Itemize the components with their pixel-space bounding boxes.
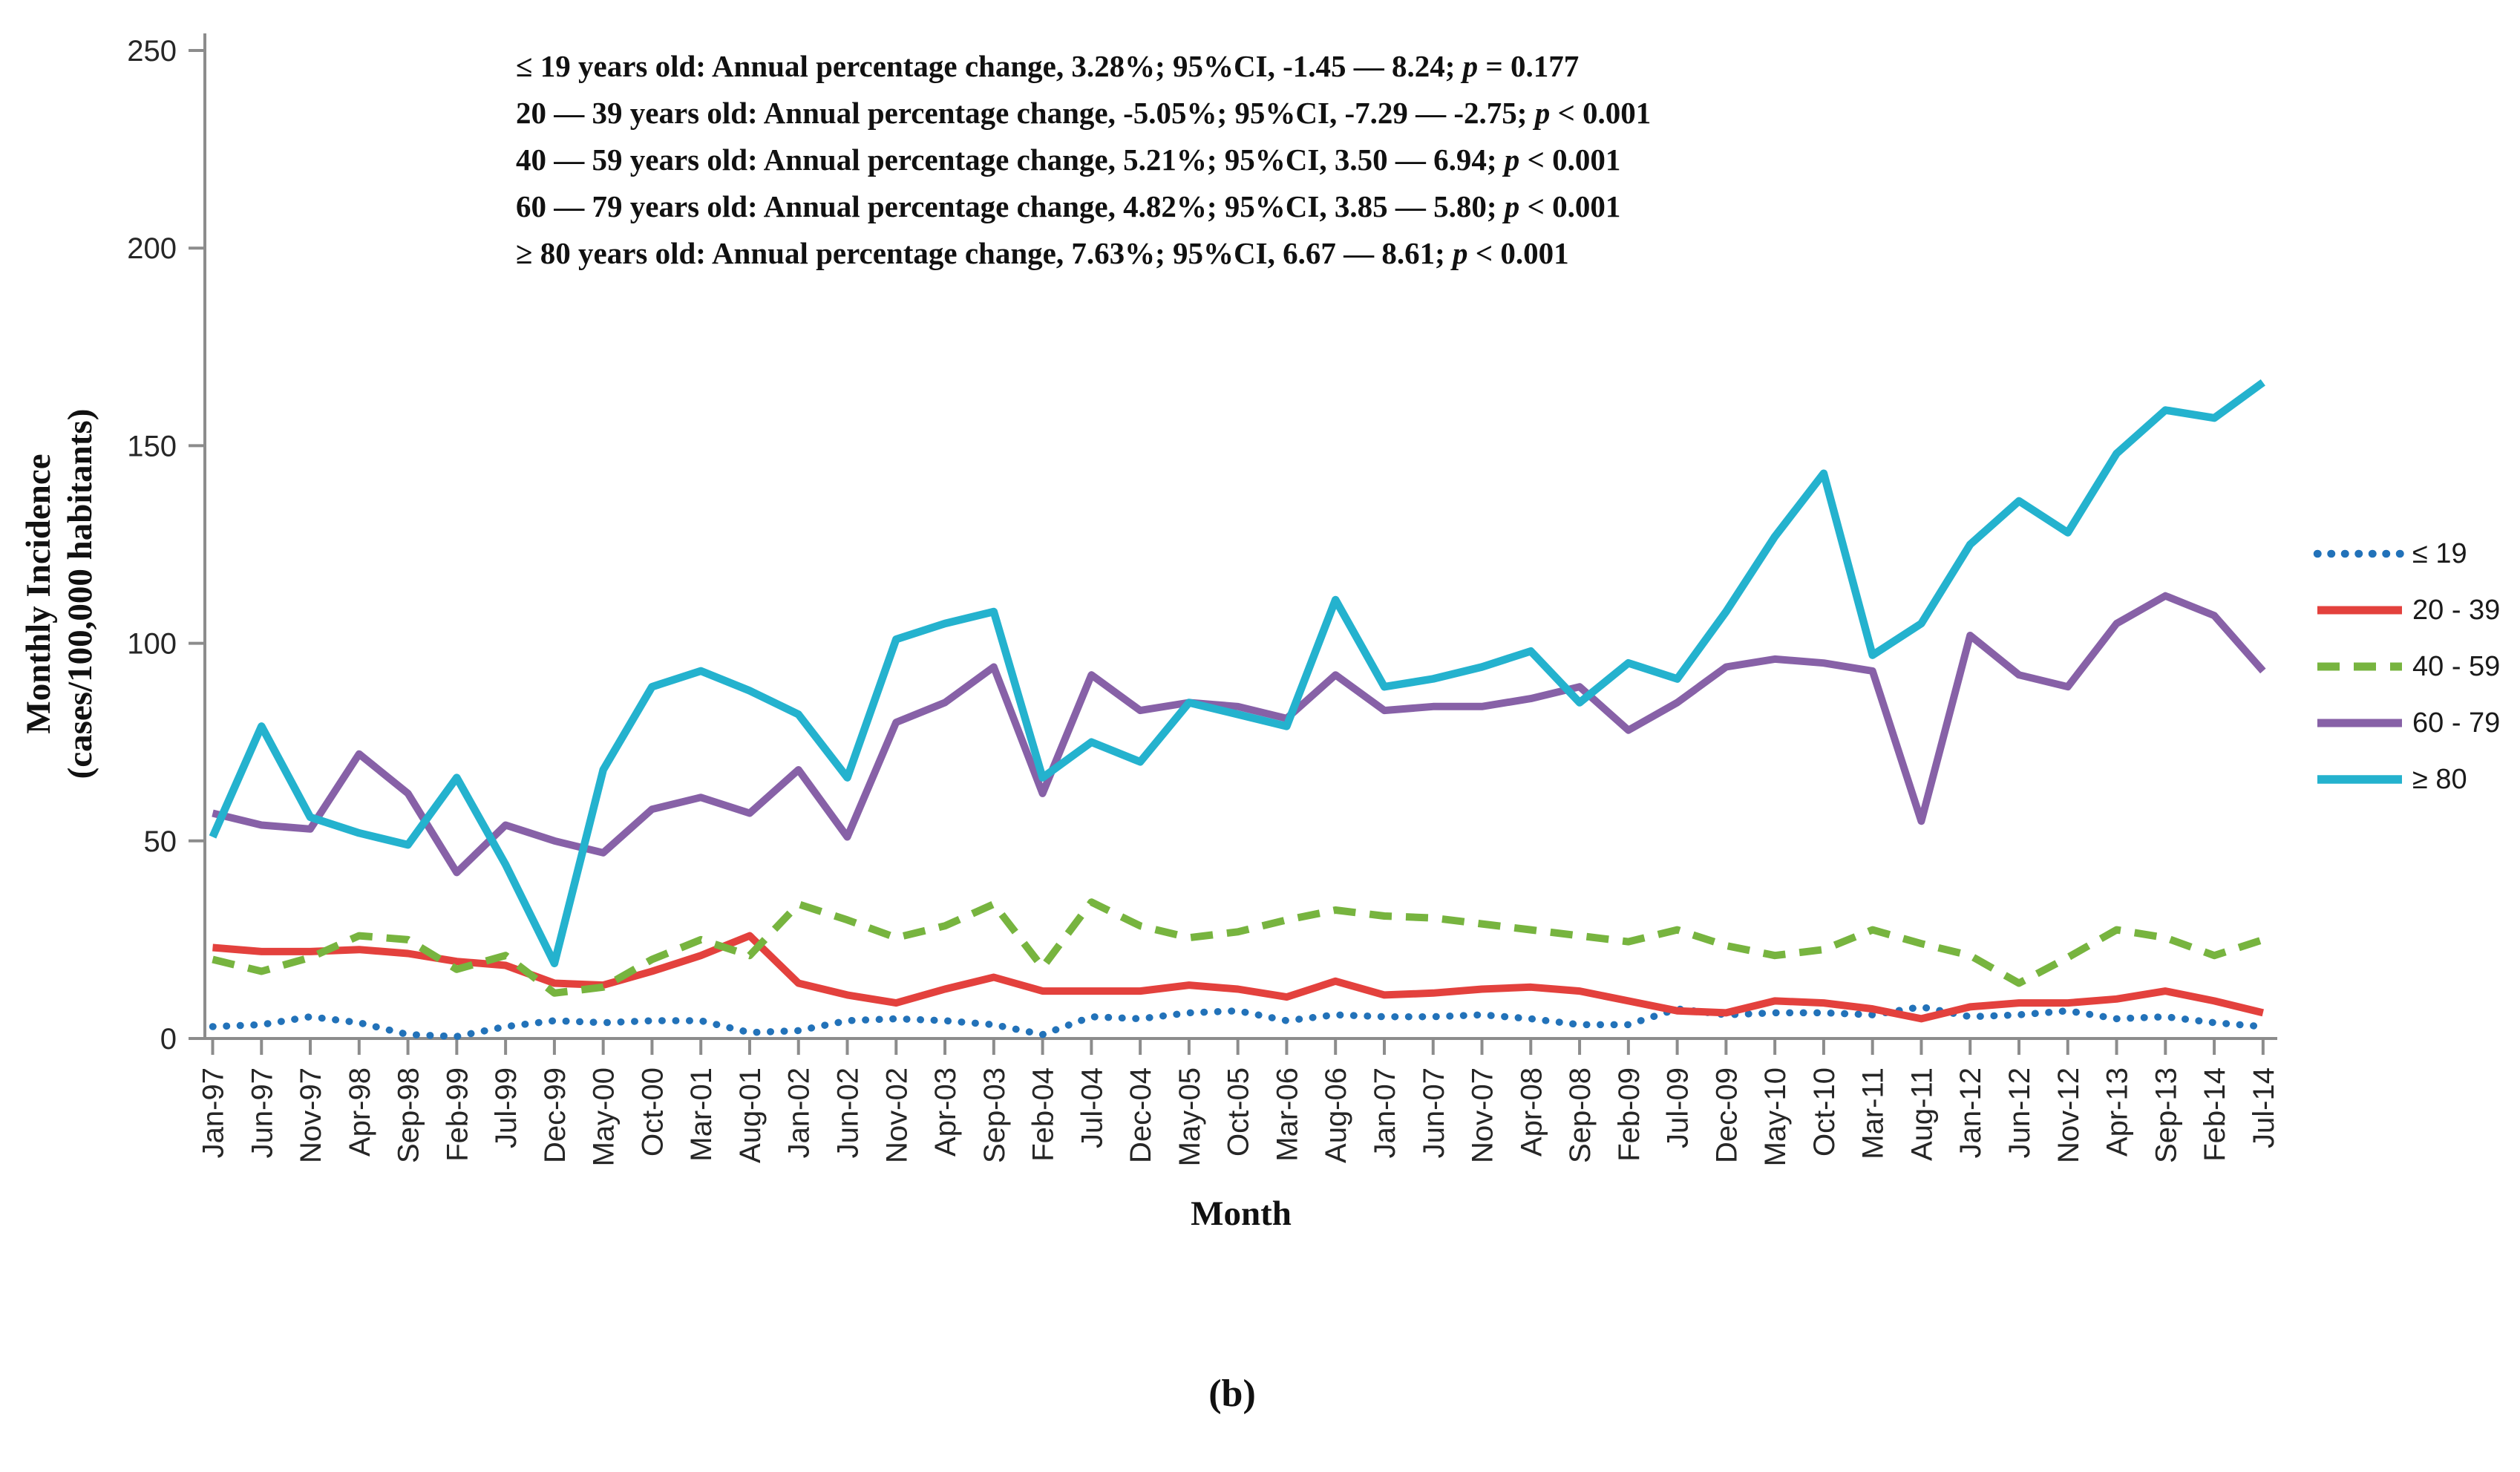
x-tick-label: Sep-08	[1564, 1067, 1597, 1163]
x-tick-label: Jun-02	[832, 1067, 865, 1158]
figure-caption: (b)	[1208, 1373, 1256, 1415]
x-tick-label: Apr-03	[929, 1067, 962, 1157]
x-tick-label: Nov-02	[880, 1067, 913, 1163]
series-line-≤ 19	[209, 1003, 2267, 1041]
x-tick-label: Feb-99	[441, 1067, 474, 1162]
series-line-20 - 39	[212, 932, 2264, 1023]
x-tick-label: Nov-97	[295, 1067, 327, 1163]
x-tick-label: Nov-12	[2052, 1067, 2085, 1163]
series-line-60 - 79	[212, 592, 2266, 877]
x-tick-label: Apr-13	[2101, 1067, 2134, 1157]
x-tick-label: May-00	[588, 1067, 621, 1166]
x-tick-label: Jul-99	[490, 1067, 523, 1148]
annotation-line-ge80: ≥ 80 years old: Annual percentage change…	[516, 236, 1569, 270]
x-tick-label: Sep-03	[978, 1067, 1011, 1163]
x-tick-label: Feb-14	[2199, 1067, 2231, 1162]
x-tick-label: Oct-05	[1223, 1067, 1255, 1157]
x-tick-label: Sep-13	[2150, 1067, 2182, 1163]
x-tick-label: Feb-09	[1613, 1067, 1646, 1162]
series-line-≥ 80	[209, 379, 2265, 968]
series-layer	[209, 379, 2267, 1041]
x-tick-label: Dec-09	[1710, 1067, 1743, 1163]
y-tick-label: 250	[127, 35, 177, 68]
x-tick-label: Jul-09	[1662, 1067, 1695, 1148]
x-tick-label: Oct-10	[1808, 1067, 1841, 1157]
legend-item-20-39: 20 - 39	[2412, 594, 2501, 626]
x-tick-label: Dec-04	[1125, 1067, 1157, 1163]
x-tick-label: Sep-98	[393, 1067, 425, 1163]
y-tick-label: 200	[127, 232, 177, 265]
x-tick-label: May-10	[1759, 1067, 1792, 1166]
legend-swatch-layer	[2313, 549, 2406, 784]
x-tick-label: Jun-97	[246, 1067, 278, 1158]
x-tick-label: Jun-12	[2003, 1067, 2036, 1158]
x-tick-label: Mar-11	[1857, 1067, 1890, 1159]
y-tick-label: 0	[160, 1023, 177, 1056]
x-tick-label: May-05	[1174, 1067, 1206, 1166]
series-line-40 - 59	[212, 898, 2265, 997]
y-axis-title: Monthly Incidence (cases/100,000 habitan…	[19, 408, 99, 779]
x-tick-label: Feb-04	[1027, 1067, 1060, 1162]
y-tick-label: 100	[127, 628, 177, 661]
x-tick-label: Aug-11	[1905, 1067, 1938, 1161]
x-tick-label: Jul-14	[2248, 1067, 2280, 1148]
y-tick-label: 150	[127, 430, 177, 462]
axis-layer: 0 50 100 150 200 250 Jan-97 Jun-97 Nov-97 Apr-98 S…	[127, 33, 2280, 1166]
x-tick-label: Aug-01	[734, 1067, 767, 1163]
annotation-line-le19: ≤ 19 years old: Annual percentage change…	[516, 49, 1580, 83]
x-tick-label: Jun-07	[1418, 1067, 1450, 1158]
x-tick-label: Jan-12	[1954, 1067, 1987, 1158]
x-tick-label: Aug-06	[1320, 1067, 1352, 1163]
legend-item-le19: ≤ 19	[2412, 537, 2467, 569]
annotation-line-60-79: 60 — 79 years old: Annual percentage cha…	[516, 189, 1621, 223]
x-tick-label: Dec-99	[539, 1067, 572, 1163]
legend-item-60-79: 60 - 79	[2412, 707, 2501, 739]
annotation-block: ≤ 19 years old: Annual percentage change…	[516, 43, 1651, 277]
x-tick-label: Jul-04	[1076, 1067, 1108, 1148]
x-tick-label: Mar-06	[1271, 1067, 1303, 1162]
y-tick-label: 50	[144, 825, 177, 858]
x-tick-label: Jan-97	[197, 1067, 230, 1158]
annotation-line-40-59: 40 — 59 years old: Annual percentage cha…	[516, 143, 1621, 177]
x-tick-label: Oct-00	[636, 1067, 669, 1157]
x-tick-label: Nov-07	[1467, 1067, 1499, 1163]
x-tick-label: Jan-02	[783, 1067, 816, 1158]
x-tick-label: Mar-01	[685, 1067, 718, 1162]
x-tick-label: Apr-98	[344, 1067, 376, 1157]
legend: ≤ 19 20 - 39 40 - 59 60 - 79 ≥ 80	[2314, 526, 2500, 808]
x-axis-title: Month	[1191, 1194, 1292, 1233]
x-tick-label: Jan-07	[1369, 1067, 1401, 1158]
x-tick-label: Apr-08	[1515, 1067, 1548, 1157]
legend-item-ge80: ≥ 80	[2412, 763, 2467, 795]
annotation-line-20-39: 20 — 39 years old: Annual percentage cha…	[516, 96, 1652, 130]
legend-item-40-59: 40 - 59	[2412, 650, 2501, 682]
